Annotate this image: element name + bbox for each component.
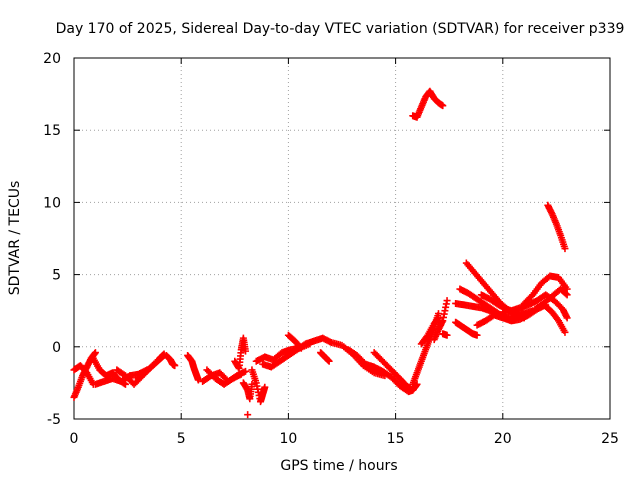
data-point: [242, 347, 250, 355]
y-axis-label: SDTVAR / TECUs: [7, 181, 23, 296]
series-arc-35: [531, 285, 571, 313]
series-arc-27: [452, 318, 481, 339]
series-arc-17: [284, 331, 305, 352]
tick-layer: 0 5 10 15 20 25 -5 0 5 10 15 20: [43, 51, 619, 447]
data-point: [242, 367, 250, 375]
data-point: [563, 291, 571, 299]
data-point: [563, 314, 571, 322]
data-point: [261, 383, 269, 391]
series-arc-21: [370, 349, 421, 394]
series-arc-04: [91, 366, 151, 388]
y-tick-label: 15: [43, 123, 61, 139]
data-point: [296, 343, 304, 351]
data-point: [237, 370, 245, 378]
y-tick-label: 20: [43, 51, 61, 67]
data-points: [70, 87, 571, 419]
x-tick-label: 25: [601, 431, 619, 447]
data-point: [561, 328, 569, 336]
x-tick-label: 0: [70, 431, 79, 447]
series-arc-37: [544, 201, 569, 253]
series-arc-10: [203, 366, 245, 388]
data-point: [439, 102, 447, 110]
data-point: [171, 362, 179, 370]
series-arc-06: [134, 351, 168, 383]
data-point: [561, 245, 569, 253]
x-tick-label: 5: [177, 431, 186, 447]
x-axis-label: GPS time / hours: [280, 458, 397, 474]
data-point: [473, 331, 481, 339]
series-arc-26: [409, 87, 447, 121]
plot-frame: [73, 57, 611, 420]
data-point: [91, 349, 99, 357]
x-tick-label: 20: [494, 431, 512, 447]
data-point: [325, 357, 333, 365]
y-tick-label: 10: [43, 195, 61, 211]
series-arc-07: [162, 351, 179, 370]
y-tick-label: 0: [52, 340, 61, 356]
series-arc-11: [231, 334, 250, 372]
data-point: [443, 297, 451, 305]
data-point: [443, 331, 451, 339]
series-arc-14: [248, 366, 269, 406]
x-tick-label: 15: [387, 431, 405, 447]
series-arc-36: [542, 302, 569, 336]
series-arc-12: [239, 379, 256, 403]
series-arc-34: [520, 272, 571, 307]
series-arc-13: [244, 411, 252, 419]
data-point: [562, 290, 570, 298]
chart-title: Day 170 of 2025, Sidereal Day-to-day VTE…: [56, 21, 625, 37]
data-point: [297, 344, 305, 352]
series-arc-08: [184, 351, 202, 384]
data-point: [248, 380, 256, 388]
data-point: [244, 411, 252, 419]
y-tick-label: 5: [52, 268, 61, 284]
series-arc-25: [439, 330, 451, 339]
series-arc-24: [430, 297, 451, 344]
y-tick-label: -5: [47, 412, 61, 428]
series-arc-18: [317, 349, 333, 365]
x-tick-label: 10: [279, 431, 297, 447]
series-arc-23: [417, 314, 442, 348]
